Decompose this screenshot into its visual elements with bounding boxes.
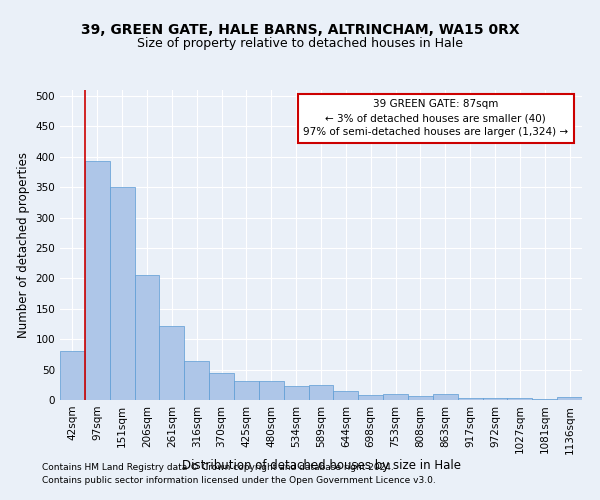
Bar <box>209 372 234 400</box>
Bar <box>482 398 508 400</box>
Bar <box>334 392 358 400</box>
X-axis label: Distribution of detached houses by size in Hale: Distribution of detached houses by size … <box>182 459 461 472</box>
Bar <box>134 276 160 400</box>
Bar <box>60 352 85 400</box>
Bar <box>408 396 433 400</box>
Bar <box>383 394 408 400</box>
Bar <box>308 386 334 400</box>
Text: Size of property relative to detached houses in Hale: Size of property relative to detached ho… <box>137 38 463 51</box>
Bar <box>234 380 259 400</box>
Bar <box>184 361 209 400</box>
Bar <box>532 399 557 400</box>
Text: Contains HM Land Registry data © Crown copyright and database right 2024.: Contains HM Land Registry data © Crown c… <box>42 464 394 472</box>
Bar <box>110 188 134 400</box>
Bar <box>284 386 308 400</box>
Text: 39 GREEN GATE: 87sqm
← 3% of detached houses are smaller (40)
97% of semi-detach: 39 GREEN GATE: 87sqm ← 3% of detached ho… <box>303 100 568 138</box>
Text: Contains public sector information licensed under the Open Government Licence v3: Contains public sector information licen… <box>42 476 436 485</box>
Bar <box>433 394 458 400</box>
Bar <box>358 394 383 400</box>
Bar <box>259 380 284 400</box>
Bar <box>85 161 110 400</box>
Bar <box>557 397 582 400</box>
Bar <box>458 398 482 400</box>
Bar <box>508 398 532 400</box>
Text: 39, GREEN GATE, HALE BARNS, ALTRINCHAM, WA15 0RX: 39, GREEN GATE, HALE BARNS, ALTRINCHAM, … <box>80 22 520 36</box>
Bar <box>160 326 184 400</box>
Y-axis label: Number of detached properties: Number of detached properties <box>17 152 30 338</box>
